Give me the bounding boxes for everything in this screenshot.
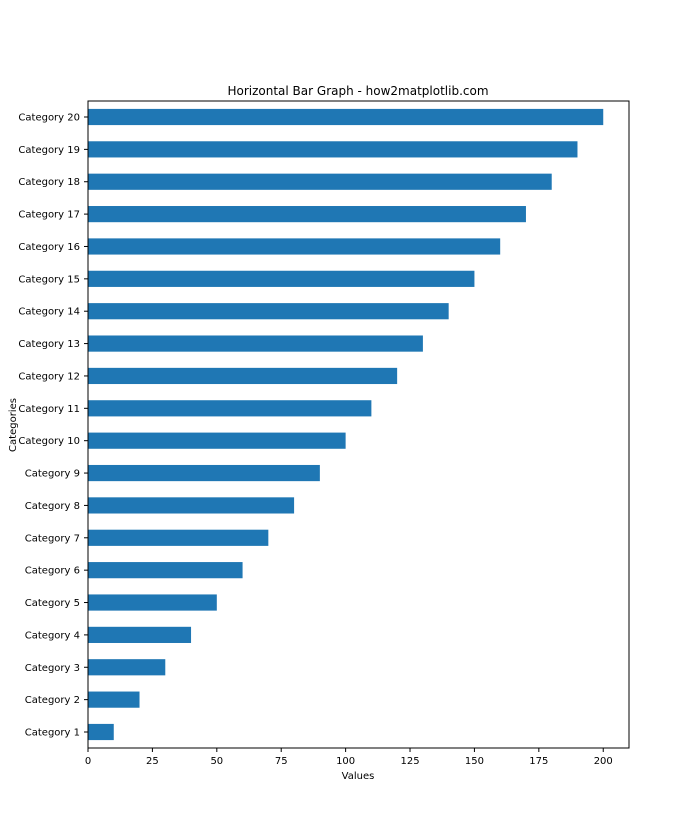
bar-18 [88,173,552,190]
y-tick-label: Category 16 [18,242,80,253]
y-tick-label: Category 15 [18,274,80,285]
bar-20 [88,108,604,126]
x-axis-label: Values [342,771,375,782]
y-tick-label: Category 13 [18,339,80,350]
chart-title: Horizontal Bar Graph - how2matplotlib.co… [227,84,488,98]
y-tick-label: Category 11 [18,404,80,415]
y-tick-label: Category 10 [18,436,80,447]
y-tick-label: Category 20 [18,113,80,124]
y-axis-label: Categories [8,398,19,452]
bar-14 [88,303,449,320]
y-axis: Category 1 Category 2 Category 3 Category 4… [18,113,88,739]
x-tick-label: 50 [210,756,223,767]
bar-5 [88,594,217,611]
y-tick-label: Category 12 [18,371,80,382]
y-tick-label: Category 2 [25,695,80,706]
bar-2 [88,691,140,708]
y-tick-label: Category 18 [18,177,80,188]
y-tick-label: Category 5 [25,598,80,609]
x-tick-label: 75 [275,756,288,767]
y-tick-label: Category 14 [18,307,80,318]
bar-7 [88,529,269,546]
bar-12 [88,367,398,385]
bar-10 [88,432,346,449]
x-tick-label: 175 [529,756,548,767]
x-axis: 0 25 50 75 100 125 150 175 200 [85,748,613,767]
x-tick-label: 0 [85,756,91,767]
x-tick-label: 200 [594,756,613,767]
y-tick-label: Category 8 [25,501,80,512]
bar-8 [88,497,295,514]
bar-4 [88,626,192,643]
bar-19 [88,141,578,158]
bars-group [88,108,604,741]
x-tick-label: 150 [465,756,484,767]
plot-frame [87,100,630,749]
bar-11 [88,400,372,417]
y-tick-label: Category 7 [25,533,80,544]
bar-13 [88,335,423,352]
y-tick-label: Category 4 [25,630,80,641]
y-tick-label: Category 1 [25,728,80,739]
bar-1 [88,723,114,741]
bar-16 [88,238,501,255]
x-tick-label: 25 [146,756,159,767]
bar-6 [88,562,243,579]
bar-17 [88,206,526,223]
y-tick-label: Category 19 [18,145,80,156]
y-tick-label: Category 6 [25,566,80,577]
bar-9 [88,464,320,482]
x-tick-label: 100 [336,756,355,767]
bar-3 [88,659,166,676]
x-tick-label: 125 [400,756,419,767]
bar-15 [88,270,475,287]
y-tick-label: Category 9 [25,469,80,480]
y-tick-label: Category 3 [25,663,80,674]
y-tick-label: Category 17 [18,210,80,221]
